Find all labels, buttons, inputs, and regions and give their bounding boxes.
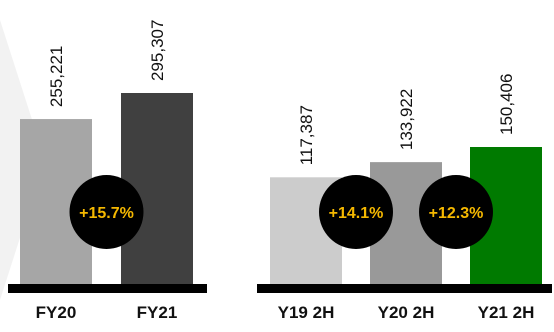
value-label: 295,307	[148, 20, 167, 81]
growth-badge-circle	[69, 175, 144, 249]
category-label: Y20 2H	[378, 303, 435, 322]
category-label: Y21 2H	[478, 303, 535, 322]
growth-badge-label: +15.7%	[79, 205, 134, 222]
value-label: 117,387	[297, 105, 316, 165]
category-label: Y19 2H	[278, 303, 335, 322]
growth-badge-circle	[319, 175, 393, 249]
value-label: 255,221	[47, 46, 66, 107]
category-label: FY21	[137, 303, 178, 322]
growth-badge-circle	[419, 175, 493, 249]
growth-badge-label: +14.1%	[329, 205, 384, 222]
value-label: 133,922	[397, 89, 416, 150]
baseline-axis	[8, 284, 207, 293]
value-label: 150,406	[497, 74, 516, 135]
baseline-axis	[257, 284, 552, 293]
category-label: FY20	[36, 303, 77, 322]
growth-badge-label: +12.3%	[429, 205, 484, 222]
